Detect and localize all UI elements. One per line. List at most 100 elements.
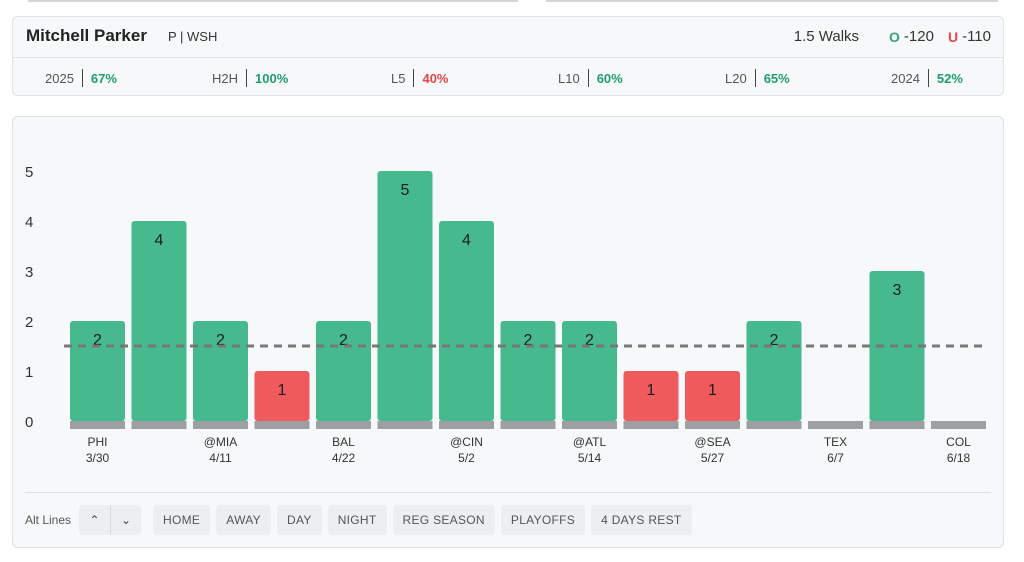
stat-label: L10 <box>558 70 580 86</box>
bar-base <box>377 421 433 429</box>
bar-base <box>500 421 556 429</box>
previous-card-edge-right <box>546 0 998 2</box>
market-label: 1.5 Walks <box>793 28 860 45</box>
bar-base <box>869 421 925 429</box>
filter-away[interactable]: AWAY <box>216 505 271 535</box>
chart-bar[interactable] <box>316 321 371 421</box>
player-position-team: P | WSH <box>168 29 218 44</box>
bar-value-label: 1 <box>647 382 656 399</box>
bar-value-label: 1 <box>278 382 287 399</box>
under-odds: -110 <box>962 28 991 45</box>
bar-value-label: 5 <box>401 182 410 199</box>
over-odds-button[interactable]: O -120 <box>889 28 934 45</box>
chart-bar[interactable] <box>746 321 802 421</box>
bar-base <box>808 421 863 429</box>
x-tick-date: 5/27 <box>701 451 725 465</box>
bar-value-label: 2 <box>585 332 594 349</box>
game-log-bar-chart: 0 1 2 3 4 5 2 PHI 3/30 4 2 @MIA 4/11 1 2 BAL 4/22 5 4 @CIN 5… <box>25 164 986 465</box>
stat-last-5[interactable]: L5 40% <box>391 69 449 87</box>
stat-label: 2025 <box>45 70 74 86</box>
stat-label: L20 <box>725 70 747 86</box>
y-tick-label: 0 <box>25 414 33 431</box>
y-tick-label: 2 <box>25 314 33 331</box>
bar-base <box>193 421 248 429</box>
filter-home[interactable]: HOME <box>153 505 211 535</box>
bar-base <box>623 421 679 429</box>
stat-value: 67% <box>90 70 117 86</box>
player-name[interactable]: Mitchell Parker <box>26 26 147 45</box>
stat-value: 52% <box>936 70 963 86</box>
x-tick-date: 6/7 <box>827 451 844 465</box>
stat-season-2024[interactable]: 2024 52% <box>891 69 963 87</box>
x-tick-opponent: COL <box>946 435 971 449</box>
filter-day[interactable]: DAY <box>277 505 322 535</box>
stat-label: L5 <box>391 70 406 86</box>
game-log-chart-card: 0 1 2 3 4 5 2 PHI 3/30 4 2 @MIA 4/11 1 2 BAL 4/22 5 4 @CIN 5… <box>12 116 1004 548</box>
over-icon: O <box>889 28 900 45</box>
stat-h2h[interactable]: H2H 100% <box>212 69 288 87</box>
bar-base <box>316 421 371 429</box>
x-tick-opponent: @MIA <box>204 435 238 449</box>
x-tick-date: 5/2 <box>458 451 475 465</box>
bar-value-label: 2 <box>93 332 102 349</box>
prop-market: 1.5 Walks O -120 U -110 <box>794 28 991 45</box>
bar-base <box>70 421 125 429</box>
chevron-down-icon: ⌄ <box>121 513 132 527</box>
bar-base <box>439 421 494 429</box>
x-tick-date: 3/30 <box>86 451 110 465</box>
stat-label: 2024 <box>891 70 920 86</box>
y-tick-label: 4 <box>25 214 33 231</box>
x-tick-opponent: @SEA <box>694 435 730 449</box>
alt-line-down-button[interactable]: ⌄ <box>110 505 141 535</box>
stat-value: 65% <box>763 70 790 86</box>
stat-value: 100% <box>255 70 289 86</box>
x-tick-opponent: BAL <box>332 435 355 449</box>
x-tick-opponent: @CIN <box>450 435 483 449</box>
chart-bar[interactable] <box>623 371 679 421</box>
x-tick-date: 4/11 <box>209 451 232 465</box>
alt-line-up-button[interactable]: ⌃ <box>79 505 110 535</box>
under-odds-button[interactable]: U -110 <box>948 28 991 45</box>
bar-value-label: 2 <box>339 332 348 349</box>
bar-base <box>131 421 187 429</box>
filter-playoffs[interactable]: PLAYOFFS <box>500 505 586 535</box>
alt-lines-label: Alt Lines <box>25 513 72 527</box>
bar-base <box>746 421 802 429</box>
bar-value-label: 4 <box>462 232 471 249</box>
bar-value-label: 3 <box>893 282 902 299</box>
bar-base <box>254 421 310 429</box>
stat-label: H2H <box>212 70 239 86</box>
hit-rate-stats: 2025 67% H2H 100% L5 40% L10 60% L20 65% 2024… <box>13 58 1003 97</box>
bar-base <box>562 421 617 429</box>
bar-base <box>685 421 740 429</box>
bar-value-label: 1 <box>708 382 717 399</box>
previous-card-edge-left <box>28 0 518 2</box>
stat-last-20[interactable]: L20 65% <box>725 69 790 87</box>
x-tick-date: 5/14 <box>578 451 602 465</box>
filter-night[interactable]: NIGHT <box>327 505 387 535</box>
chart-bar[interactable] <box>131 221 187 421</box>
y-tick-label: 5 <box>25 164 33 181</box>
filter-4-days-rest[interactable]: 4 DAYS REST <box>591 505 692 535</box>
stat-last-10[interactable]: L10 60% <box>558 69 623 87</box>
bar-value-label: 2 <box>524 332 533 349</box>
chart-bar[interactable] <box>685 371 740 421</box>
stat-season-2025[interactable]: 2025 67% <box>45 69 117 87</box>
stat-value: 40% <box>422 70 449 86</box>
player-row: Mitchell Parker P | WSH 1.5 Walks O -120… <box>13 17 1003 57</box>
chevron-up-icon: ⌃ <box>89 513 100 527</box>
chart-bar[interactable] <box>439 221 494 421</box>
filter-reg-season[interactable]: REG SEASON <box>392 505 495 535</box>
over-odds: -120 <box>903 28 934 45</box>
chart-bar[interactable] <box>254 371 310 421</box>
x-tick-date: 6/18 <box>947 451 971 465</box>
x-tick-opponent: @ATL <box>573 435 607 449</box>
under-icon: U <box>947 28 959 45</box>
stat-value: 60% <box>596 70 623 86</box>
chart-bar[interactable] <box>377 171 433 421</box>
y-tick-label: 1 <box>25 364 33 381</box>
filters-divider <box>25 492 991 493</box>
player-prop-header: Mitchell Parker P | WSH 1.5 Walks O -120… <box>12 16 1004 96</box>
x-tick-opponent: PHI <box>87 435 107 449</box>
x-tick-date: 4/22 <box>332 451 356 465</box>
